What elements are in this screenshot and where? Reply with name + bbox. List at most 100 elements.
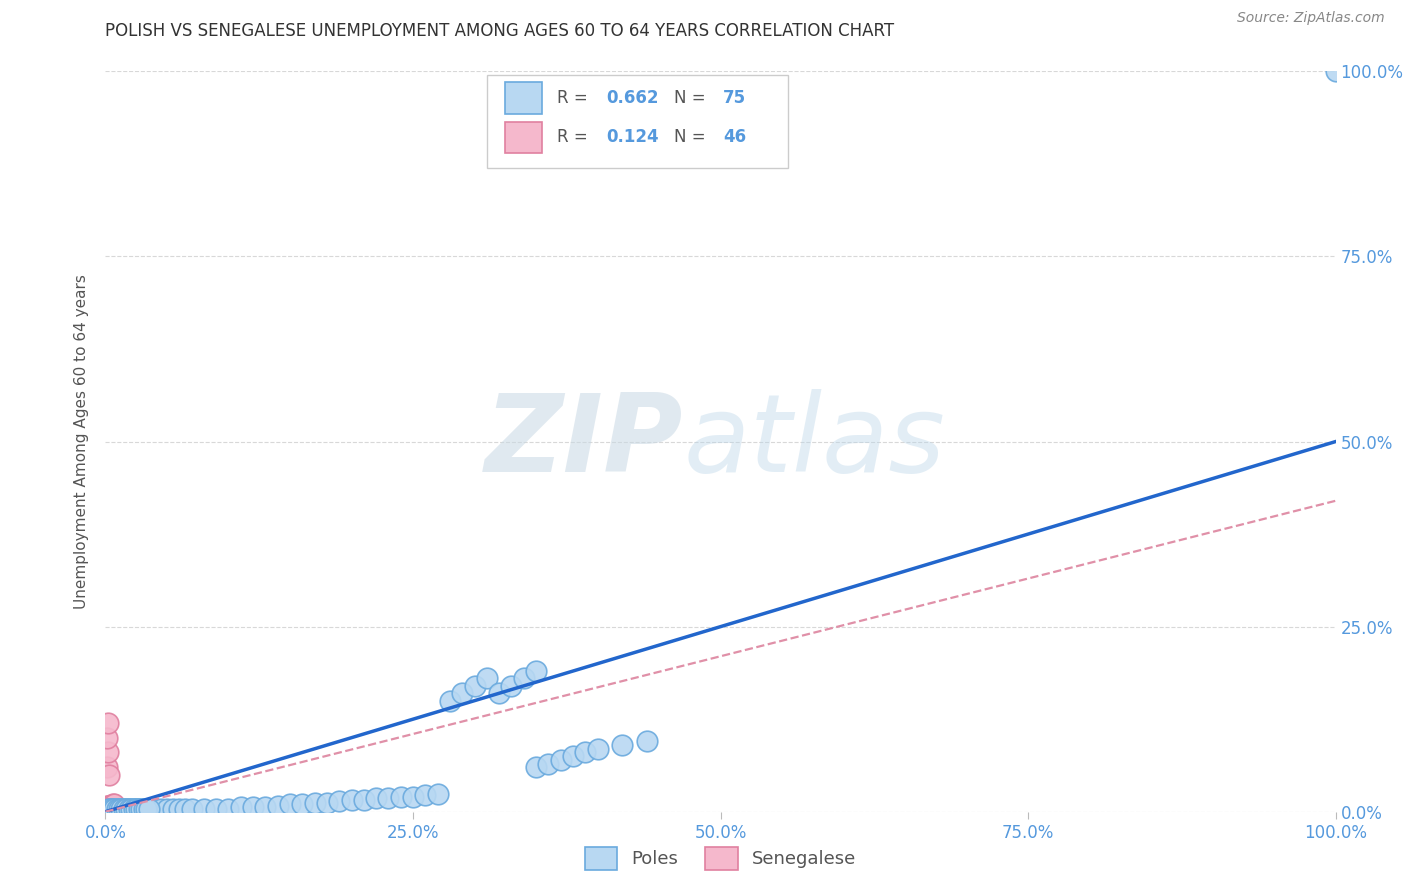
Point <box>97 802 120 816</box>
Point <box>125 802 148 816</box>
Point <box>104 802 127 816</box>
Point <box>143 802 166 816</box>
Point <box>135 802 157 816</box>
Point <box>96 802 118 816</box>
Point <box>451 686 474 700</box>
Point <box>98 802 122 816</box>
Text: N =: N = <box>673 128 710 146</box>
Point <box>101 802 124 816</box>
FancyBboxPatch shape <box>486 75 789 168</box>
FancyBboxPatch shape <box>505 121 543 153</box>
Point <box>138 802 160 816</box>
Point <box>110 802 132 816</box>
Point <box>97 802 120 816</box>
Point <box>1324 64 1347 78</box>
Point <box>218 802 240 816</box>
Point <box>464 679 486 693</box>
Point <box>120 802 141 816</box>
Point <box>501 679 523 693</box>
Point <box>574 746 596 760</box>
Point <box>97 802 120 816</box>
Point <box>96 798 118 813</box>
Text: POLISH VS SENEGALESE UNEMPLOYMENT AMONG AGES 60 TO 64 YEARS CORRELATION CHART: POLISH VS SENEGALESE UNEMPLOYMENT AMONG … <box>105 22 894 40</box>
Point <box>96 802 118 816</box>
Point <box>114 802 136 816</box>
Point <box>96 802 118 816</box>
Point <box>610 738 633 752</box>
Point <box>132 802 155 816</box>
Text: R =: R = <box>557 89 593 107</box>
Point <box>100 802 122 816</box>
Point <box>98 767 121 781</box>
Point <box>389 789 412 804</box>
Point <box>537 756 560 771</box>
Point <box>97 802 120 816</box>
Point <box>98 798 121 813</box>
Text: ZIP: ZIP <box>485 389 683 494</box>
Point <box>100 802 122 816</box>
Point <box>129 802 152 816</box>
Text: Source: ZipAtlas.com: Source: ZipAtlas.com <box>1237 11 1385 25</box>
Point <box>205 802 228 816</box>
Point <box>98 798 122 813</box>
Point <box>96 802 118 816</box>
Point <box>115 802 138 816</box>
Point <box>278 797 301 812</box>
Point <box>524 664 547 678</box>
Point <box>98 802 121 816</box>
Point <box>96 802 118 816</box>
Point <box>97 802 120 816</box>
Text: N =: N = <box>673 89 710 107</box>
Point <box>96 731 118 745</box>
Point <box>304 796 326 810</box>
Point <box>105 802 128 816</box>
Point <box>96 802 118 816</box>
Point <box>98 802 122 816</box>
Point <box>124 802 146 816</box>
Point <box>129 802 152 816</box>
Point <box>100 798 122 813</box>
Point <box>169 802 191 816</box>
Point <box>586 741 609 756</box>
Point <box>103 802 125 816</box>
Point <box>100 802 122 816</box>
Point <box>475 672 498 686</box>
Point <box>98 802 121 816</box>
Point <box>291 797 314 812</box>
Point <box>98 802 122 816</box>
Point <box>180 802 202 816</box>
Point <box>439 694 461 708</box>
Point <box>101 797 124 812</box>
Point <box>96 802 118 816</box>
Text: 46: 46 <box>723 128 747 146</box>
FancyBboxPatch shape <box>505 82 543 113</box>
Point <box>98 802 121 816</box>
Point <box>98 802 121 816</box>
Point <box>118 802 141 816</box>
Point <box>328 794 350 808</box>
Point <box>107 802 129 816</box>
Point <box>120 802 142 816</box>
Point <box>174 802 197 816</box>
Point <box>156 802 179 816</box>
Point <box>97 715 120 730</box>
Point <box>103 797 125 812</box>
Point <box>513 672 536 686</box>
Point <box>636 734 658 748</box>
Text: 0.662: 0.662 <box>606 89 658 107</box>
Point <box>97 802 120 816</box>
Point <box>96 802 118 816</box>
Point <box>96 802 118 816</box>
Point <box>127 802 149 816</box>
Point <box>193 802 215 816</box>
Text: R =: R = <box>557 128 593 146</box>
Point <box>415 789 437 803</box>
Point <box>315 796 337 810</box>
Point <box>131 802 153 816</box>
Point <box>402 789 425 804</box>
Legend: Poles, Senegalese: Poles, Senegalese <box>578 840 863 877</box>
Point <box>242 800 264 814</box>
Point <box>96 760 118 774</box>
Point <box>377 791 399 805</box>
Point <box>488 686 510 700</box>
